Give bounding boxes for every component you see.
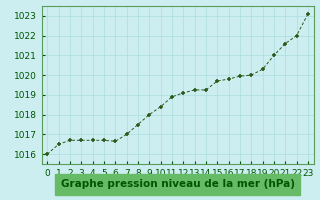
X-axis label: Graphe pression niveau de la mer (hPa): Graphe pression niveau de la mer (hPa) — [60, 179, 295, 189]
